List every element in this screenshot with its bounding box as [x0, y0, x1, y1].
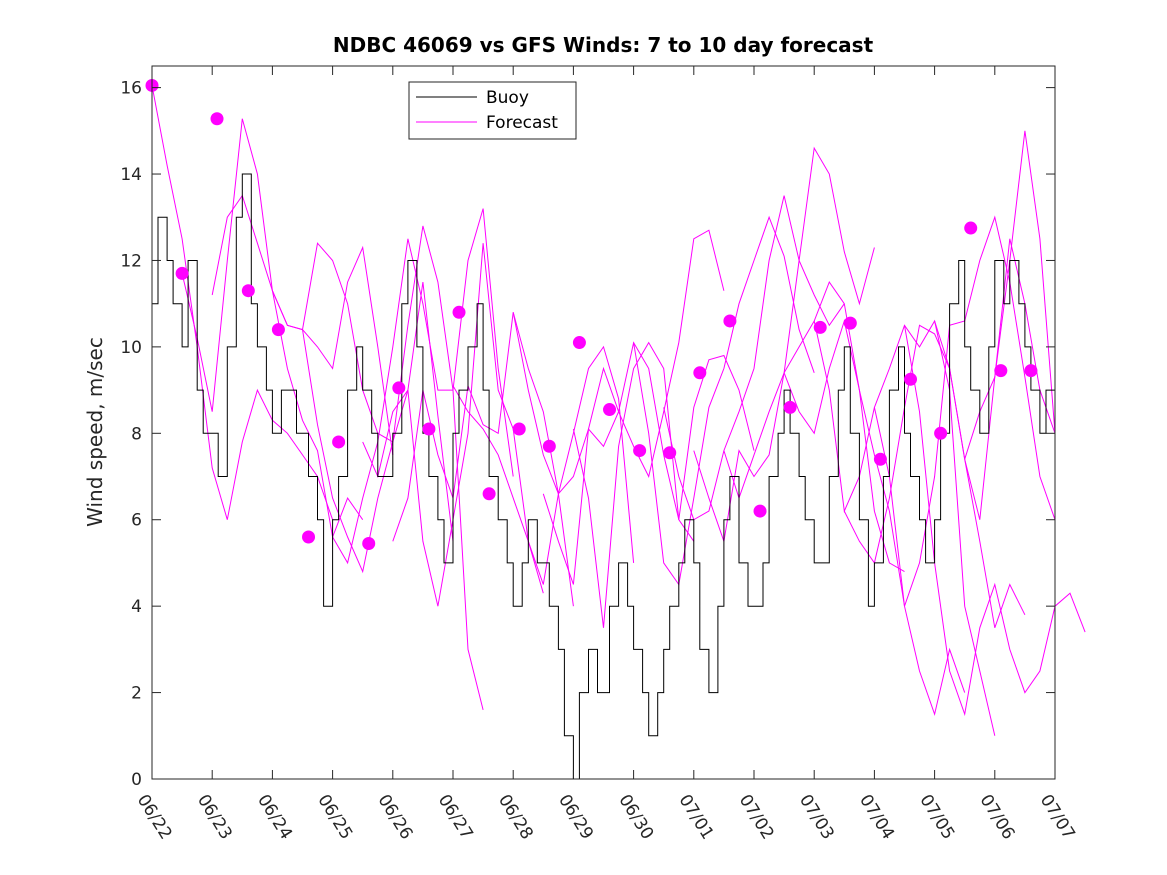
forecast-point: [904, 372, 918, 386]
forecast-line: [572, 341, 755, 628]
forecast-point: [873, 452, 887, 466]
legend-box: [408, 81, 577, 140]
forecast-point: [175, 266, 189, 280]
y-tick-label: 10: [120, 338, 142, 358]
forecast-point: [422, 422, 436, 436]
forecast-point: [723, 314, 737, 328]
forecast-point: [362, 536, 376, 550]
forecast-point: [241, 284, 255, 298]
forecast-point: [843, 316, 857, 330]
forecast-point: [1024, 364, 1038, 378]
forecast-point: [392, 381, 406, 395]
y-tick-label: 2: [131, 684, 142, 704]
legend-buoy-label: Buoy: [486, 88, 529, 108]
axes-frame: [151, 65, 1056, 780]
forecast-line: [633, 215, 815, 586]
y-tick-label: 8: [131, 424, 142, 444]
forecast-point: [693, 366, 707, 380]
forecast-point: [813, 320, 827, 334]
forecast-line: [151, 85, 334, 520]
buoy-line: [152, 173, 1056, 780]
forecast-line: [452, 345, 635, 585]
chart-title: NDBC 46069 vs GFS Winds: 7 to 10 day for…: [333, 33, 874, 57]
y-tick-label: 16: [120, 79, 142, 99]
forecast-point: [512, 422, 526, 436]
forecast-line: [332, 208, 514, 565]
forecast-point: [452, 305, 466, 319]
y-tick-label: 0: [131, 770, 142, 790]
y-tick-label: 14: [120, 165, 142, 185]
forecast-point: [663, 446, 677, 460]
forecast-point: [603, 403, 617, 417]
forecast-line: [542, 229, 725, 585]
y-tick-label: 4: [131, 597, 142, 617]
y-tick-label: 12: [120, 251, 142, 271]
legend: Buoy Forecast: [408, 81, 577, 140]
forecast-point: [332, 435, 346, 449]
plot-area: [145, 78, 1086, 780]
forecast-point: [302, 530, 316, 544]
y-axis-label: Wind speed, m/sec: [83, 337, 107, 527]
forecast-point: [934, 426, 948, 440]
forecast-point: [753, 504, 767, 518]
legend-forecast-label: Forecast: [486, 113, 558, 133]
forecast-point: [542, 439, 556, 453]
forecast-point: [994, 364, 1008, 378]
forecast-point: [210, 112, 224, 126]
forecast-line: [783, 319, 966, 716]
forecast-point: [572, 336, 586, 350]
y-tick-label: 6: [131, 511, 142, 531]
forecast-point: [482, 487, 496, 501]
forecast-point: [271, 323, 285, 337]
forecast-point: [783, 400, 797, 414]
forecast-point: [964, 221, 978, 235]
forecast-point: [633, 444, 647, 458]
